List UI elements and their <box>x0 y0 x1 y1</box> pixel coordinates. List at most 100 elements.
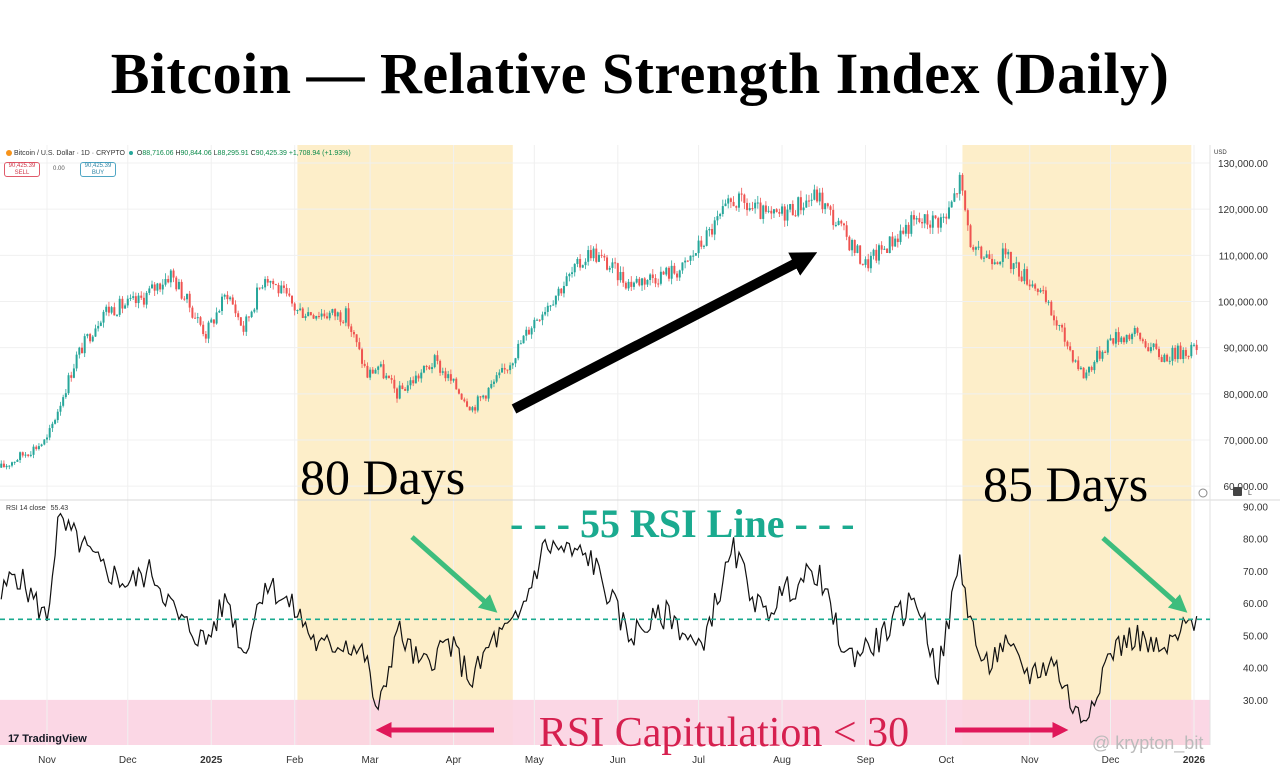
price-tick-label: 60,000.00 <box>1224 482 1269 493</box>
candle-body <box>5 465 8 468</box>
candle-body <box>1096 350 1099 363</box>
candle-body <box>97 325 100 329</box>
candle-body <box>832 209 835 226</box>
buy-button[interactable]: 90,425.39 BUY <box>80 162 116 177</box>
candle-body <box>829 206 832 210</box>
candle-body <box>1149 347 1152 352</box>
candle-body <box>212 319 215 324</box>
candle-body <box>1168 360 1171 362</box>
candle-body <box>525 329 528 336</box>
candle-body <box>886 248 889 253</box>
candle-body <box>137 295 140 304</box>
time-tick-label: May <box>525 755 544 766</box>
candle-body <box>807 200 810 202</box>
candle-body <box>816 189 819 202</box>
candle-body <box>1079 367 1082 370</box>
candle-body <box>1034 284 1037 289</box>
time-tick-label: Jul <box>692 755 705 766</box>
candle-body <box>81 347 84 354</box>
candle-body <box>670 265 673 279</box>
tradingview-logo-icon: 17 <box>8 733 19 745</box>
candle-body <box>1144 341 1147 348</box>
candle-body <box>1139 332 1142 340</box>
candle-body <box>991 258 994 265</box>
candle-body <box>1133 328 1136 335</box>
candle-body <box>1182 350 1185 360</box>
candle-body <box>455 378 458 390</box>
candle-body <box>1074 360 1077 362</box>
candle-body <box>476 396 479 411</box>
candle-body <box>511 363 514 366</box>
time-tick-label: Dec <box>1102 755 1120 766</box>
candle-body <box>312 315 315 319</box>
time-tick-label: Nov <box>38 755 56 766</box>
candle-body <box>587 250 590 262</box>
candle-body <box>1055 320 1058 326</box>
candle-body <box>148 288 151 293</box>
candle-body <box>1104 351 1107 353</box>
price-tick-label: 110,000.00 <box>1219 251 1269 262</box>
candle-body <box>422 366 425 373</box>
candle-body <box>1001 248 1004 262</box>
capitulation-label: RSI Capitulation < 30 <box>539 710 909 756</box>
candle-body <box>996 262 999 265</box>
candle-body <box>1020 276 1023 282</box>
candle-body <box>708 228 711 231</box>
candle-body <box>51 423 54 429</box>
candle-body <box>16 460 19 462</box>
candle-body <box>186 293 189 300</box>
candle-body <box>1093 362 1096 371</box>
candle-body <box>1128 334 1131 340</box>
candle-body <box>433 355 436 368</box>
candle-body <box>837 220 840 226</box>
candle-body <box>665 267 668 275</box>
candle-body <box>56 411 59 421</box>
candle-body <box>116 314 119 316</box>
candle-body <box>274 284 277 286</box>
candle-body <box>239 317 242 326</box>
candle-body <box>1061 325 1064 328</box>
candle-body <box>19 452 22 461</box>
candle-body <box>347 308 350 327</box>
candle-body <box>530 328 533 335</box>
candle-body <box>377 366 380 370</box>
candle-body <box>872 249 875 256</box>
sell-button[interactable]: 90,425.39 SELL <box>4 162 40 177</box>
time-tick-label: Nov <box>1021 755 1039 766</box>
candle-body <box>107 306 110 313</box>
candle-body <box>921 222 924 224</box>
candle-body <box>894 238 897 247</box>
candle-body <box>234 304 237 314</box>
candle-body <box>904 224 907 234</box>
candle-body <box>371 369 374 374</box>
candle-body <box>934 215 937 219</box>
candle-body <box>1047 301 1050 303</box>
price-tick-label: 120,000.00 <box>1218 205 1268 216</box>
chart-svg: 130,000.00 120,000.00 110,000.00 100,000.00… <box>0 145 1280 766</box>
candle-body <box>425 366 428 368</box>
candle-body <box>1163 354 1166 362</box>
candle-body <box>794 215 797 217</box>
rsi-tick-label: 60.00 <box>1243 599 1268 610</box>
candle-body <box>840 220 843 224</box>
candle-body <box>544 311 547 315</box>
candle-body <box>2 463 5 468</box>
rsi-tick-label: 90.00 <box>1243 502 1268 513</box>
candle-body <box>156 283 159 291</box>
candle-body <box>420 372 423 379</box>
candle-body <box>856 245 859 253</box>
candle-body <box>269 280 272 283</box>
candle-body <box>982 257 985 259</box>
price-tick-label: 100,000.00 <box>1218 297 1268 308</box>
sell-price: 90,425.39 <box>8 163 36 169</box>
candle-body <box>764 205 767 212</box>
candle-body <box>194 317 197 319</box>
candle-body <box>78 347 81 355</box>
high-value: 90,844.06 <box>180 150 212 157</box>
candle-body <box>1039 290 1042 292</box>
candle-body <box>175 277 178 290</box>
time-tick-label: 2025 <box>200 755 223 766</box>
candle-body <box>956 193 959 195</box>
candle-body <box>210 319 213 323</box>
candle-body <box>140 295 143 298</box>
